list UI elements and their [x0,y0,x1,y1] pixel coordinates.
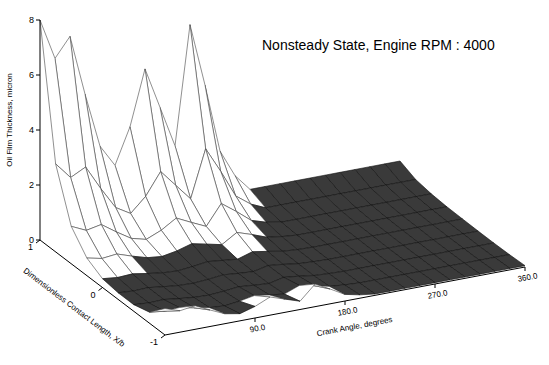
x-tick [435,284,436,288]
z-tick [36,185,40,186]
z-tick-label: 4 [29,125,34,135]
surface-cell [314,286,345,295]
y-tick [161,335,165,338]
title: Nonsteady State, Engine RPM : 4000 [262,37,495,53]
z-tick [36,130,40,131]
z-tick-label: 6 [29,70,34,80]
x-tick [255,318,256,322]
y-tick [99,288,103,291]
z-tick-label: 2 [29,180,34,190]
y-tick-label: -1 [150,337,158,347]
x-tick-label: 360.0 [517,271,539,284]
y-tick-label: 0 [90,290,95,300]
z-tick-label: 8 [29,15,34,25]
x-tick [525,267,526,271]
surface-cell [71,226,102,258]
x-tick-label: 90.0 [249,323,267,335]
x-tick-label: 180.0 [337,305,359,318]
surface-cell [56,164,87,231]
y-axis [40,240,165,335]
y-tick [36,240,40,243]
surface-cell [40,20,71,178]
z-axis-label: Oil Film Thickness, micron [5,73,14,167]
y-axis-label: Dimensionless Contact Length, X/b [22,266,127,349]
z-tick [36,20,40,21]
z-tick [36,75,40,76]
surface [40,20,525,314]
x-tick-label: 270.0 [427,288,449,301]
y-tick-label: 1 [28,242,33,252]
x-tick [345,301,346,305]
x-axis-label: Crank Angle, degrees [316,315,393,338]
chart: Nonsteady State, Engine RPM : 4000 0 2 4 6 8 O… [0,0,549,365]
surface-cell [87,258,118,279]
surface-cell [149,309,180,313]
